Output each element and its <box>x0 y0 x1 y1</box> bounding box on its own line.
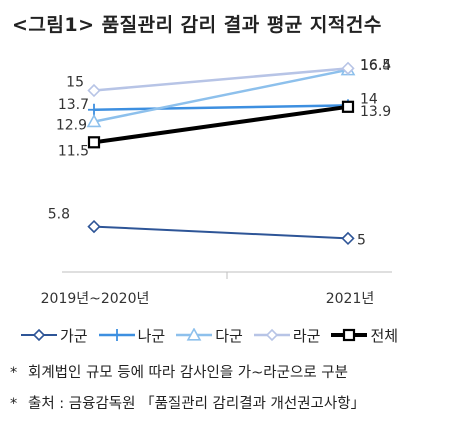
legend-label: 다군 <box>215 326 243 345</box>
note-text: 회계법인 규모 등에 따라 감사인을 가~라군으로 구분 <box>28 365 348 381</box>
legend-swatch <box>98 329 135 341</box>
series-전체: 11.5 13.9 <box>58 100 391 159</box>
series-line <box>93 104 349 145</box>
data-point <box>87 219 101 234</box>
data-label: 5.8 <box>48 207 70 223</box>
data-point <box>343 328 356 342</box>
legend-swatch <box>176 328 213 341</box>
data-point <box>265 328 278 342</box>
chart-title: <그림1> 품질관리 감리 결과 평균 지적건수 <box>12 14 382 36</box>
note-text: 출처 : 금융감독원 「품질관리 감리결과 개선권고사항」 <box>28 396 366 412</box>
notes: * 회계법인 규모 등에 따라 감사인을 가~라군으로 구분 * 출처 : 금융… <box>10 358 365 420</box>
legend-label: 라군 <box>292 326 321 345</box>
data-label: 16.4 <box>360 58 391 74</box>
note-source: * 출처 : 금융감독원 「품질관리 감리결과 개선권고사항」 <box>10 389 365 420</box>
data-point <box>86 113 102 128</box>
x-tick-labels: 2019년~2020년 2021년 <box>41 291 375 307</box>
data-point <box>87 136 101 149</box>
data-point <box>32 328 46 342</box>
series-line <box>93 225 349 240</box>
legend-label: 전체 <box>370 326 399 345</box>
data-label: 14 <box>360 91 378 107</box>
data-label: 13.7 <box>58 97 89 113</box>
series-line <box>93 104 349 112</box>
data-label: 5 <box>357 232 366 248</box>
data-point <box>341 100 355 113</box>
data-label: 13.9 <box>360 104 391 120</box>
legend: 가군 나군 다군 라군 전체 <box>20 322 408 348</box>
note-bullet: * <box>10 365 18 381</box>
series-가군: 5.85 <box>48 207 366 249</box>
note-bullet: * <box>10 396 18 412</box>
legend-swatch <box>331 328 368 342</box>
data-point <box>88 103 100 116</box>
series-line <box>93 68 349 123</box>
legend-label: 나군 <box>137 326 166 345</box>
data-label: 16.5 <box>360 57 391 73</box>
legend-item-다군: 다군 <box>175 325 243 346</box>
data-point <box>110 329 123 341</box>
series-라군: 15 16.5 <box>66 57 391 98</box>
series-나군: 13.7 14 <box>58 91 378 116</box>
legend-swatch <box>21 328 57 342</box>
note-grouping: * 회계법인 규모 등에 따라 감사인을 가~라군으로 구분 <box>10 358 365 389</box>
legend-item-가군: 가군 <box>20 325 88 346</box>
legend-item-나군: 나군 <box>98 325 166 346</box>
data-label: 11.5 <box>58 143 89 159</box>
x-axis <box>62 271 392 279</box>
data-point <box>341 61 355 75</box>
data-point <box>87 83 101 98</box>
series-다군: 12.9 16.4 <box>56 58 391 134</box>
data-label: 15 <box>66 75 84 91</box>
data-point <box>186 328 202 341</box>
legend-item-라군: 라군 <box>253 325 321 346</box>
series-line <box>93 67 349 92</box>
legend-label: 가군 <box>60 326 88 345</box>
data-label: 12.9 <box>56 118 87 134</box>
legend-swatch <box>253 328 290 342</box>
data-point <box>341 231 355 246</box>
x-tick-label: 2021년 <box>326 291 375 307</box>
x-tick-label: 2019년~2020년 <box>41 291 150 307</box>
legend-item-전체: 전체 <box>330 325 398 346</box>
